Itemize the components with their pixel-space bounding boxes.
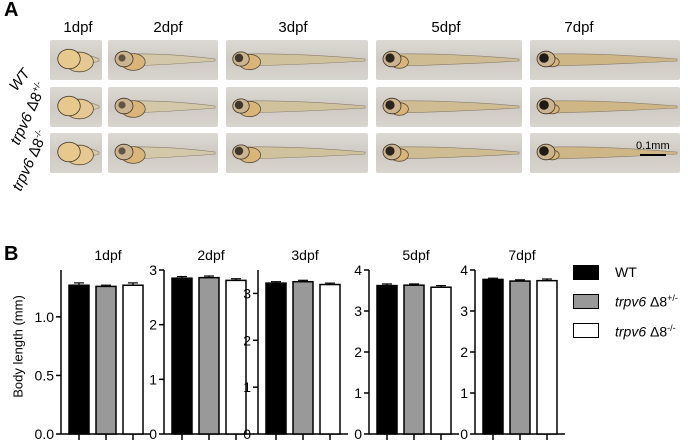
panel-b-letter: B [4, 243, 19, 265]
larva-photo [50, 87, 102, 127]
bar-3-0 [376, 284, 398, 435]
y-tick-label-0-2: 1.0 [35, 309, 55, 325]
y-tick-label-2-2: 2 [243, 332, 251, 348]
bar-4-1 [509, 280, 531, 435]
stage-label-3dpf: 3dpf [278, 19, 308, 36]
chart-title-0: 1dpf [94, 247, 121, 263]
bar-3-2 [430, 286, 452, 435]
legend: WT trpv6 Δ8+/- trpv6 Δ8-/- [573, 264, 678, 339]
larva-photo [108, 133, 218, 173]
larva-photo [376, 133, 522, 173]
scale-bar [640, 154, 666, 156]
y-tick-label-0-1: 0.5 [35, 367, 55, 383]
y-tick-label-1-0: 0 [149, 426, 157, 442]
stage-label-5dpf: 5dpf [431, 19, 461, 36]
y-tick-label-4-4: 4 [460, 262, 468, 278]
y-tick-label-3-3: 3 [354, 303, 362, 319]
chart-title-4: 7dpf [508, 247, 535, 263]
y-tick-label-1-3: 3 [149, 262, 157, 278]
legend-swatch-het [573, 293, 599, 309]
bar-1-0 [171, 277, 193, 435]
bar-2-1 [292, 280, 314, 435]
larva-photo [226, 40, 368, 80]
bar-1-1 [198, 276, 220, 435]
larva-photo [108, 87, 218, 127]
larva-photo [376, 40, 522, 80]
y-tick-label-3-1: 1 [354, 385, 362, 401]
stage-label-2dpf: 2dpf [153, 19, 183, 36]
larva-photo [226, 87, 368, 127]
stage-label-1dpf: 1dpf [63, 19, 93, 36]
y-tick-label-1-2: 2 [149, 317, 157, 333]
y-tick-label-4-0: 0 [460, 426, 468, 442]
bar-1-2 [225, 279, 247, 435]
stage-label-7dpf: 7dpf [564, 19, 594, 36]
legend-text-wt: WT [615, 264, 637, 280]
bar-3-1 [403, 284, 425, 435]
legend-text-het: trpv6 Δ8+/- [615, 293, 678, 310]
legend-swatch-hom [573, 323, 599, 339]
larva-photo [108, 40, 218, 80]
bar-4-2 [536, 279, 558, 435]
y-tick-label-2-1: 1 [243, 379, 251, 395]
y-tick-label-4-1: 1 [460, 385, 468, 401]
larva-photo [226, 133, 368, 173]
larva-photo [530, 87, 680, 127]
y-tick-label-2-3: 3 [243, 285, 251, 301]
y-tick-label-4-2: 2 [460, 344, 468, 360]
larva-photo [530, 40, 680, 80]
larva-photo [50, 133, 102, 173]
y-tick-label-3-0: 0 [354, 426, 362, 442]
legend-text-hom: trpv6 Δ8-/- [615, 322, 676, 340]
bar-0-0 [68, 284, 90, 435]
chart-title-2: 3dpf [291, 247, 318, 263]
panel-a-letter: A [4, 0, 19, 21]
bar-0-1 [95, 285, 117, 435]
y-tick-label-4-3: 3 [460, 303, 468, 319]
y-tick-label-3-4: 4 [354, 262, 362, 278]
legend-item-wt: WT [573, 264, 678, 280]
scale-bar-label: 0.1mm [636, 140, 670, 152]
chart-title-3: 5dpf [402, 247, 429, 263]
larva-photo [50, 40, 102, 80]
y-tick-label-2-0: 0 [243, 426, 251, 442]
y-tick-label-1-1: 1 [149, 371, 157, 387]
y-tick-label-3-2: 2 [354, 344, 362, 360]
legend-item-hom: trpv6 Δ8-/- [573, 322, 678, 340]
legend-item-het: trpv6 Δ8+/- [573, 293, 678, 310]
bar-2-2 [319, 283, 341, 435]
bar-4-0 [482, 278, 504, 435]
larva-photo [376, 87, 522, 127]
chart-title-1: 2dpf [197, 247, 224, 263]
bar-0-2 [122, 284, 144, 435]
bar-2-0 [265, 282, 287, 435]
larva-photo [530, 133, 680, 173]
legend-swatch-wt [573, 264, 599, 280]
y-tick-label-0-0: 0.0 [35, 426, 55, 442]
